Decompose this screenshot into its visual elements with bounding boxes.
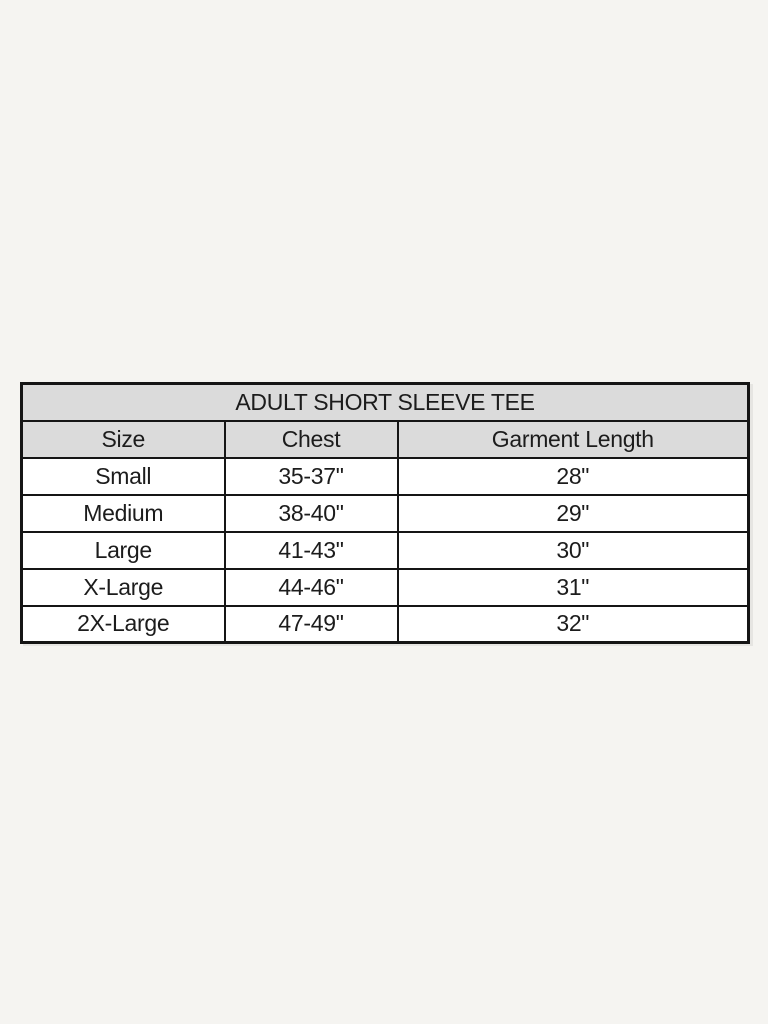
column-header-size: Size — [20, 419, 226, 459]
table-row-small: Small 35-37" 28" — [20, 456, 750, 496]
chest-cell: 44-46" — [223, 567, 399, 607]
length-cell: 28" — [396, 456, 750, 496]
length-cell: 29" — [396, 493, 750, 533]
size-cell: Small — [20, 456, 226, 496]
table-header-row: Size Chest Garment Length — [20, 419, 750, 459]
column-header-garment-length: Garment Length — [396, 419, 750, 459]
table-row-large: Large 41-43" 30" — [20, 530, 750, 570]
chest-cell: 47-49" — [223, 604, 399, 644]
table-row-2x-large: 2X-Large 47-49" 32" — [20, 604, 750, 644]
table-title: ADULT SHORT SLEEVE TEE — [20, 382, 750, 422]
size-cell: Medium — [20, 493, 226, 533]
chest-cell: 41-43" — [223, 530, 399, 570]
length-cell: 32" — [396, 604, 750, 644]
chest-cell: 35-37" — [223, 456, 399, 496]
size-cell: X-Large — [20, 567, 226, 607]
length-cell: 30" — [396, 530, 750, 570]
table-row-x-large: X-Large 44-46" 31" — [20, 567, 750, 607]
size-cell: Large — [20, 530, 226, 570]
length-cell: 31" — [396, 567, 750, 607]
table-title-row: ADULT SHORT SLEEVE TEE — [20, 382, 750, 422]
size-chart: ADULT SHORT SLEEVE TEE Size Chest Garmen… — [20, 382, 751, 644]
column-header-chest: Chest — [223, 419, 399, 459]
size-cell: 2X-Large — [20, 604, 226, 644]
size-chart-table: ADULT SHORT SLEEVE TEE Size Chest Garmen… — [20, 382, 751, 644]
table-row-medium: Medium 38-40" 29" — [20, 493, 750, 533]
chest-cell: 38-40" — [223, 493, 399, 533]
